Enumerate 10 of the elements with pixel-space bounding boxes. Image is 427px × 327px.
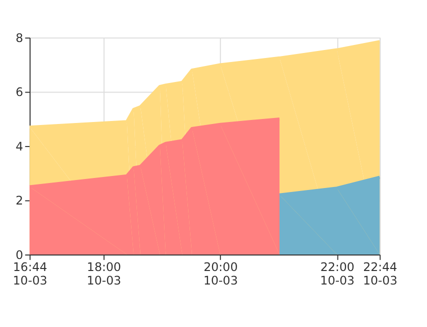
x-tick-label: 18:00 10-03 [86, 260, 122, 288]
x-tick-label: 20:00 10-03 [203, 260, 238, 288]
y-tick-label: 0 [16, 248, 24, 262]
y-tick-label: 8 [16, 31, 24, 46]
x-tick-label: 22:00 10-03 [320, 260, 355, 288]
x-tick-label: 22:44 10-03 [362, 260, 398, 288]
x-tick-label: 16:44 10-03 [12, 260, 48, 288]
y-tick-label: 4 [16, 139, 24, 154]
y-tick-label: 6 [16, 85, 24, 100]
y-tick-label: 2 [16, 194, 24, 208]
